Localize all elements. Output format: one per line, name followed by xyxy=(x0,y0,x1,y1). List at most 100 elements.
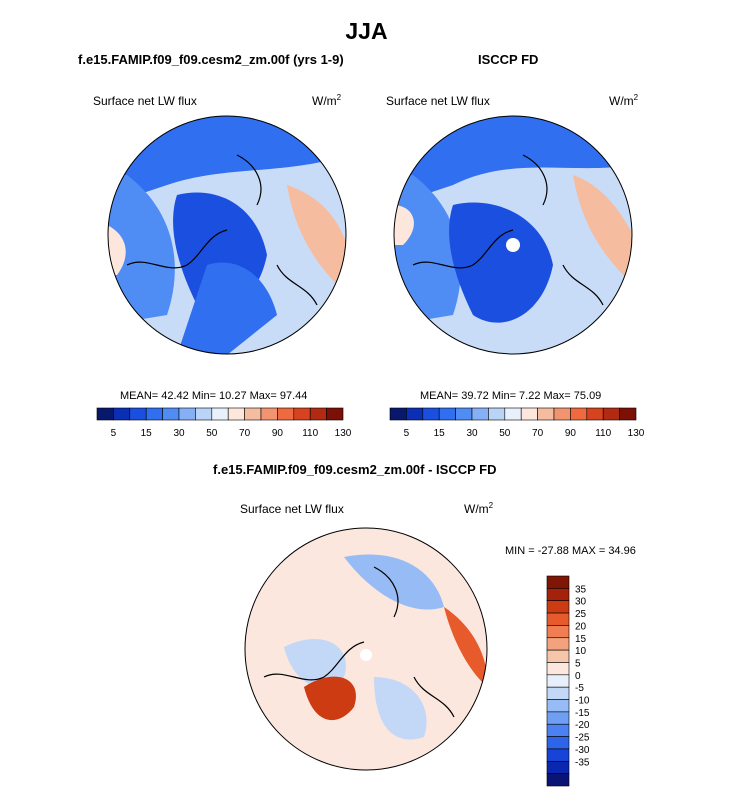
colorbar-panel2: 5 15 30 50 70 90 110 130 xyxy=(389,407,645,439)
colorbar1-swatch xyxy=(227,407,245,421)
colorbar3-tick-label: 10 xyxy=(575,646,587,657)
map3-field-south-cool xyxy=(374,677,427,740)
colorbar3-swatch xyxy=(546,736,570,750)
colorbar3-tick-label: -25 xyxy=(575,733,590,744)
colorbar1-swatch xyxy=(244,407,262,421)
map1-field-south xyxy=(177,262,277,354)
colorbar1-tick-label: 5 xyxy=(111,428,117,439)
colorbar3-tick-label: 15 xyxy=(575,634,587,645)
colorbar3-swatch xyxy=(546,711,570,725)
colorbar3-tick-label: 25 xyxy=(575,609,587,620)
map3-field-greenland-warm xyxy=(304,676,356,721)
colorbar1-tick-label: 110 xyxy=(302,428,318,439)
map1-field-north xyxy=(108,116,346,205)
diff-units-label: W/m2 xyxy=(464,501,494,517)
colorbar2-tick-label: 5 xyxy=(404,428,410,439)
colorbar3-swatch xyxy=(546,674,570,688)
colorbar2-swatch xyxy=(602,407,620,421)
colorbar2-swatch xyxy=(455,407,473,421)
colorbar2-tick-label: 70 xyxy=(532,428,544,439)
colorbar-panel1: 5 15 30 50 70 90 110 130 xyxy=(96,407,352,439)
colorbar1-swatch xyxy=(96,407,114,421)
map-panel-model xyxy=(107,115,347,355)
diff-variable-label: Surface net LW flux xyxy=(240,502,344,516)
colorbar2-swatch xyxy=(406,407,424,421)
map1-frame xyxy=(107,115,347,355)
panel1-case-title: f.e15.FAMIP.f09_f09.cesm2_zm.00f (yrs 1-… xyxy=(78,52,344,67)
colorbar2-tick-label: 110 xyxy=(595,428,611,439)
colorbar2-swatch xyxy=(471,407,489,421)
colorbar3-swatch xyxy=(546,625,570,639)
panel1-units-label: W/m2 xyxy=(312,93,342,109)
colorbar3-swatch xyxy=(546,588,570,602)
colorbar2-tick-label: 50 xyxy=(499,428,511,439)
colorbar3-tick-label: -10 xyxy=(575,696,590,707)
colorbar2-swatch xyxy=(422,407,440,421)
map3-field-north-cool xyxy=(344,554,444,610)
colorbar1-swatch xyxy=(195,407,213,421)
map1-field-west xyxy=(108,175,175,325)
colorbar2-tick-label: 130 xyxy=(628,428,645,439)
colorbar1-swatch xyxy=(162,407,180,421)
map3-field-east-warm xyxy=(444,607,487,687)
colorbar1-swatch xyxy=(178,407,196,421)
colorbar3-swatch xyxy=(546,612,570,626)
colorbar2-swatch xyxy=(438,407,456,421)
colorbar3-tick-label: 20 xyxy=(575,621,587,632)
map-panel-difference xyxy=(244,527,488,771)
colorbar3-tick-label: -30 xyxy=(575,745,590,756)
colorbar3-swatch xyxy=(546,575,570,589)
colorbar3-swatch xyxy=(546,637,570,651)
colorbar3-swatch xyxy=(546,773,570,787)
colorbar1-swatch xyxy=(309,407,327,421)
map3-coastlines xyxy=(263,566,455,718)
colorbar3-swatch xyxy=(546,600,570,614)
colorbar1-tick-label: 70 xyxy=(239,428,251,439)
colorbar1-tick-label: 30 xyxy=(173,428,185,439)
map3-pole-hole xyxy=(360,649,372,661)
colorbar1-tick-label: 50 xyxy=(206,428,218,439)
map2-pole-hole xyxy=(506,238,520,252)
map2-field-west-warm xyxy=(394,205,414,245)
colorbar1-tick-label: 90 xyxy=(272,428,284,439)
colorbar2-swatch xyxy=(520,407,538,421)
colorbar3-swatch xyxy=(546,760,570,774)
colorbar2-swatch xyxy=(537,407,555,421)
colorbar3-swatch xyxy=(546,662,570,676)
diff-stats: MIN = -27.88 MAX = 34.96 xyxy=(505,545,636,557)
colorbar3-swatch xyxy=(546,699,570,713)
panel2-units-label: W/m2 xyxy=(609,93,639,109)
colorbar3-tick-label: -15 xyxy=(575,708,590,719)
colorbar2-tick-label: 30 xyxy=(466,428,478,439)
colorbar1-swatch xyxy=(129,407,147,421)
colorbar3-tick-label: 30 xyxy=(575,597,587,608)
colorbar2-swatch xyxy=(619,407,637,421)
colorbar3-tick-label: -35 xyxy=(575,757,590,768)
colorbar3-tick-label: -20 xyxy=(575,720,590,731)
colorbar3-tick-label: 0 xyxy=(575,671,581,682)
colorbar1-swatch xyxy=(293,407,311,421)
colorbar2-swatch xyxy=(488,407,506,421)
colorbar2-swatch xyxy=(553,407,571,421)
map2-field-north xyxy=(394,116,632,205)
colorbar3-tick-label: 5 xyxy=(575,658,581,669)
diff-panel-title: f.e15.FAMIP.f09_f09.cesm2_zm.00f - ISCCP… xyxy=(213,462,497,477)
panel1-variable-label: Surface net LW flux xyxy=(93,94,197,108)
map3-field-west-cool xyxy=(284,638,346,687)
colorbar2-tick-label: 15 xyxy=(434,428,446,439)
page-title: JJA xyxy=(345,18,388,44)
map1-coastlines xyxy=(126,154,318,306)
colorbar1-swatch xyxy=(113,407,131,421)
colorbar3-swatch xyxy=(546,723,570,737)
colorbar2-swatch xyxy=(586,407,604,421)
panel2-variable-label: Surface net LW flux xyxy=(386,94,490,108)
colorbar2-swatch xyxy=(389,407,407,421)
map1-field-east-warm xyxy=(287,185,346,295)
colorbar2-tick-label: 90 xyxy=(565,428,577,439)
panel2-stats: MEAN= 39.72 Min= 7.22 Max= 75.09 xyxy=(420,390,602,402)
colorbar3-tick-label: -5 xyxy=(575,683,584,694)
colorbar1-swatch xyxy=(211,407,229,421)
colorbar1-swatch xyxy=(326,407,344,421)
map2-field-center xyxy=(449,202,553,323)
